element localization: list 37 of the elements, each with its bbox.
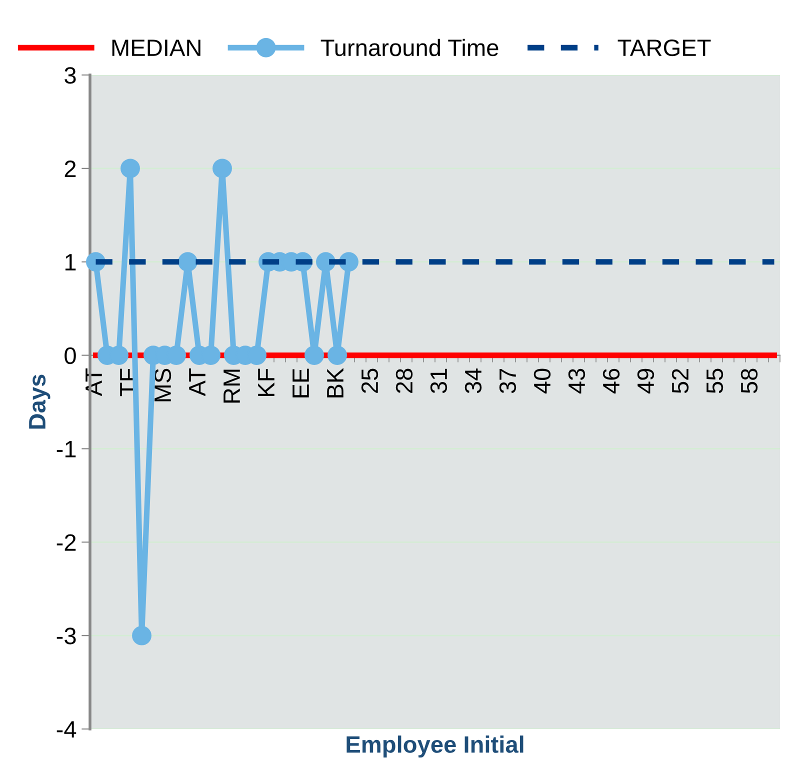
x-tick-label: AT xyxy=(189,368,206,396)
x-tick-label: 34 xyxy=(464,368,482,394)
x-tick-label: 43 xyxy=(568,368,586,394)
y-tick-label: 1 xyxy=(65,254,76,270)
x-tick-label: MS xyxy=(154,368,172,402)
x-tick-label: BK xyxy=(327,368,344,398)
y-tick-label: -4 xyxy=(56,721,76,738)
x-tick-label: KF xyxy=(258,368,274,396)
legend-label: TARGET xyxy=(618,39,711,56)
x-axis-title: Employee Initial xyxy=(346,736,524,758)
point xyxy=(212,158,232,178)
x-tick-label: 58 xyxy=(740,368,758,394)
y-tick-label: 3 xyxy=(64,67,76,84)
x-tick-label: 55 xyxy=(706,368,724,394)
y-tick-label: -2 xyxy=(56,534,76,551)
point xyxy=(328,346,347,366)
x-tick-label: RM xyxy=(224,370,240,403)
y-tick-label: 0 xyxy=(64,347,76,364)
y-axis-title: Days xyxy=(29,374,50,429)
point xyxy=(304,346,324,366)
y-tick-label: -1 xyxy=(56,441,76,458)
legend-label: Turnaround Time xyxy=(320,38,498,56)
x-tick-label: 31 xyxy=(430,368,448,394)
y-tick-label: -3 xyxy=(56,628,76,644)
x-tick-label: 49 xyxy=(637,368,654,394)
x-tick-label: 37 xyxy=(499,368,516,394)
legend-label: MEDIAN xyxy=(112,40,200,56)
x-tick-label: 52 xyxy=(672,368,689,394)
x-tick-label: 46 xyxy=(602,368,620,394)
point xyxy=(178,252,198,272)
y-tick-label: 2 xyxy=(64,160,76,177)
x-tick-label: 40 xyxy=(534,368,551,394)
x-tick-label: 28 xyxy=(396,368,413,393)
point xyxy=(120,158,140,178)
x-tick-label: EE xyxy=(292,368,309,398)
point xyxy=(132,626,152,646)
x-tick-label: 25 xyxy=(361,368,378,393)
